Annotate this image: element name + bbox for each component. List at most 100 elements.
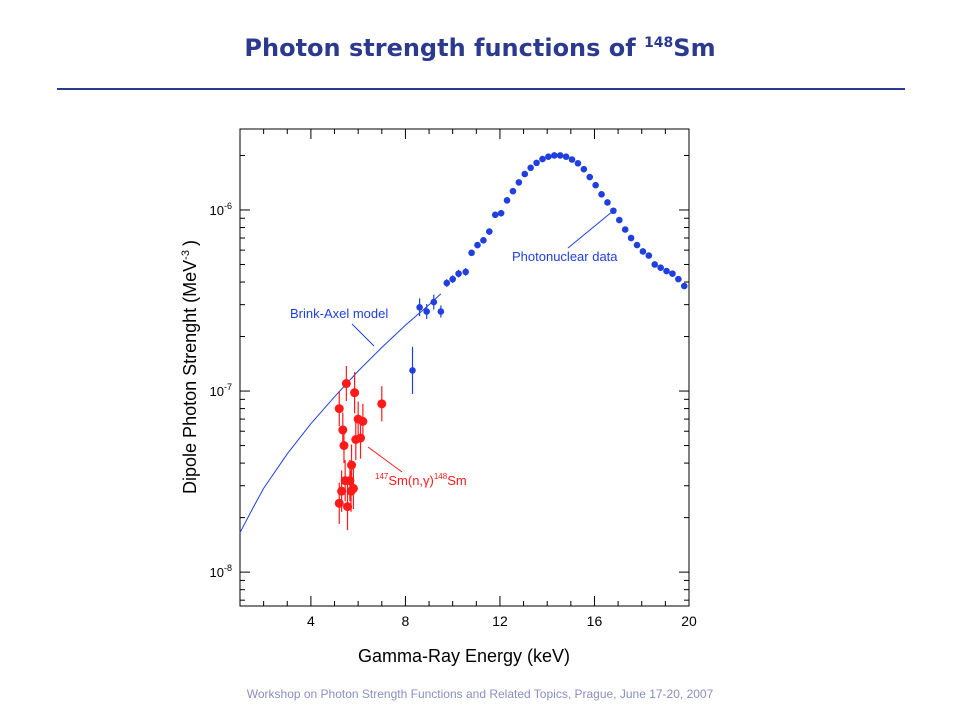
title-element: Sm	[673, 34, 716, 62]
photonuclear-point-group	[521, 170, 529, 178]
x-tick-label: 12	[492, 613, 508, 629]
brink-axel-model-line	[239, 293, 442, 533]
photonuclear-point	[663, 267, 670, 275]
photonuclear-point-group	[639, 248, 647, 255]
annotation-brink-axel: Brink-Axel model	[290, 306, 388, 321]
title-text: Photon strength functions of	[244, 34, 645, 62]
photonuclear-point-group	[645, 252, 653, 259]
photonuclear-point-group	[675, 275, 682, 283]
photonuclear-point	[521, 170, 529, 178]
footer-note: Workshop on Photon Strength Functions an…	[246, 687, 714, 701]
photonuclear-point-group	[409, 346, 416, 395]
capture-point	[339, 441, 349, 451]
photonuclear-point	[680, 282, 688, 290]
photonuclear-point-group	[539, 155, 546, 163]
photonuclear-point	[409, 367, 416, 374]
photonuclear-point-group	[551, 152, 558, 159]
capture-point	[347, 460, 357, 470]
capture-point	[343, 502, 353, 512]
plot-frame	[239, 128, 690, 607]
capture-point-group	[348, 467, 358, 510]
capture-point-group	[358, 403, 368, 439]
x-tick-label: 8	[402, 613, 410, 629]
photonuclear-point-group	[437, 305, 445, 318]
capture-point	[334, 404, 344, 414]
photonuclear-point	[586, 173, 594, 181]
capture-point	[337, 486, 347, 496]
annotation-photonuclear-arrow	[567, 210, 614, 249]
capture-point-group	[350, 372, 360, 414]
photonuclear-point	[497, 209, 505, 217]
photonuclear-point-group	[527, 164, 534, 172]
capture-point	[350, 388, 360, 398]
capture-point	[358, 416, 368, 426]
photonuclear-point-group	[621, 226, 629, 233]
photonuclear-point-group	[651, 261, 659, 268]
photonuclear-point	[562, 153, 570, 160]
photonuclear-point	[604, 199, 611, 206]
capture-point-group	[341, 366, 351, 402]
photonuclear-point	[633, 241, 641, 249]
capture-point-group	[334, 391, 344, 427]
photonuclear-point	[621, 226, 629, 233]
capture-point-group	[337, 470, 347, 512]
photonuclear-point-group	[509, 187, 517, 195]
points-layer	[334, 152, 688, 531]
x-tick-label: 16	[587, 613, 603, 629]
photonuclear-point-group	[449, 275, 456, 283]
photonuclear-point-group	[562, 153, 570, 160]
photonuclear-point	[545, 153, 552, 160]
annotation-brink-axel-arrow	[351, 323, 375, 347]
photonuclear-point-group	[443, 279, 451, 287]
photonuclear-point	[539, 155, 546, 163]
photonuclear-point	[449, 275, 456, 283]
y-axis-label: Dipole Photon Strenght (MeV-3)	[180, 240, 200, 494]
photonuclear-point	[443, 279, 451, 287]
y-tick-label: 10-8	[210, 563, 232, 580]
photonuclear-point	[437, 308, 445, 315]
photonuclear-point-group	[586, 173, 594, 181]
capture-point-group	[339, 428, 349, 464]
title-divider	[57, 88, 905, 90]
annotation-capture-arrow	[367, 446, 403, 473]
photonuclear-point-group	[633, 241, 641, 249]
photonuclear-point	[462, 268, 469, 276]
photonuclear-point	[468, 249, 475, 257]
photonuclear-point-group	[663, 267, 670, 275]
photonuclear-point-group	[598, 191, 605, 198]
axis-ticks: 4 8 12 16 20 10-8 10-7 10-6	[210, 129, 697, 629]
photonuclear-point-group	[455, 269, 462, 278]
photonuclear-point	[533, 159, 540, 167]
capture-point-group	[347, 444, 357, 486]
photonuclear-point	[627, 234, 635, 242]
photonuclear-point-group	[474, 241, 481, 249]
photonuclear-point-group	[423, 303, 430, 319]
photonuclear-point-group	[592, 181, 599, 189]
photonuclear-point-group	[657, 264, 664, 271]
photonuclear-point	[430, 298, 438, 306]
photonuclear-point-group	[574, 160, 582, 167]
photonuclear-point-group	[515, 179, 523, 186]
photonuclear-point-group	[533, 159, 540, 167]
slide-title: Photon strength functions of 148Sm	[0, 34, 960, 62]
photonuclear-point-group	[680, 282, 688, 290]
photonuclear-point-group	[468, 249, 475, 257]
photonuclear-point	[556, 152, 564, 159]
capture-point	[348, 483, 358, 493]
photonuclear-point	[491, 211, 499, 219]
photonuclear-point	[509, 187, 517, 195]
y-tick-label: 10-7	[210, 382, 232, 399]
photonuclear-point	[615, 216, 623, 224]
photonuclear-point	[515, 179, 523, 186]
capture-point	[356, 433, 366, 443]
x-axis-label: Gamma-Ray Energy (keV)	[358, 646, 570, 666]
photonuclear-point-group	[568, 156, 576, 163]
photonuclear-point	[423, 308, 430, 315]
capture-point	[338, 425, 348, 435]
photonuclear-point	[651, 261, 659, 268]
capture-point	[334, 498, 344, 508]
photonuclear-point-group	[604, 199, 611, 206]
photonuclear-point-group	[430, 294, 438, 310]
photonuclear-point-group	[486, 228, 493, 235]
